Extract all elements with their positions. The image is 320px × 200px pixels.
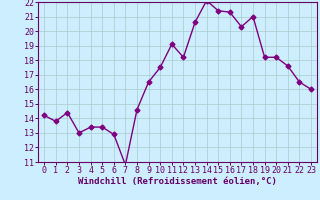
X-axis label: Windchill (Refroidissement éolien,°C): Windchill (Refroidissement éolien,°C) [78, 177, 277, 186]
